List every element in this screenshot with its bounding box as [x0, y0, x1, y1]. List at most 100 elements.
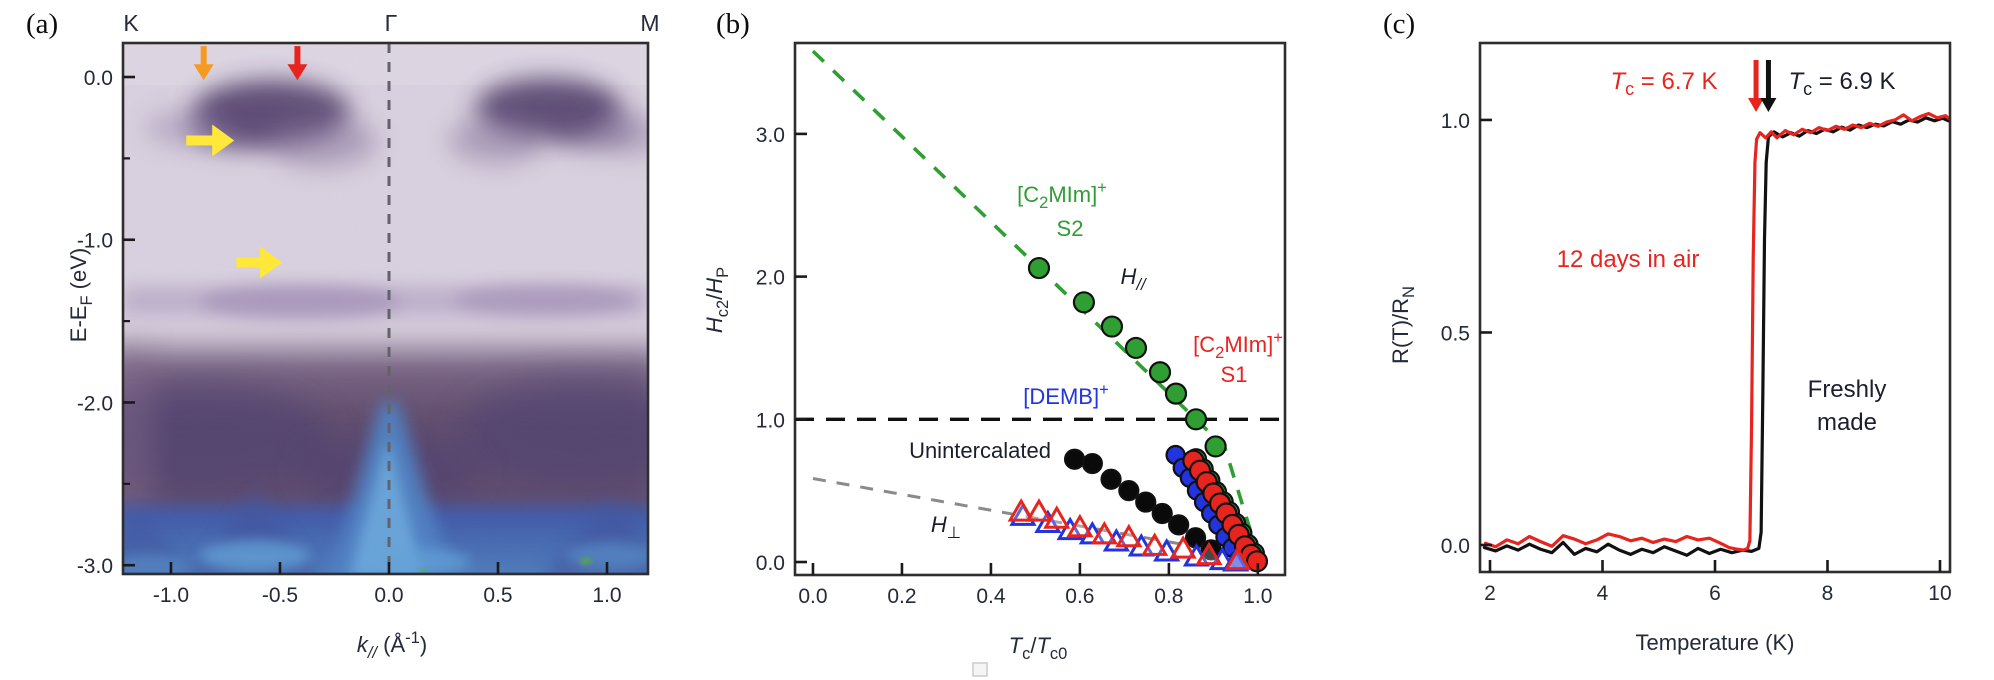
x-tick-label: 6: [1709, 582, 1721, 605]
label-12-days-in-air: 12 days in air: [1557, 246, 1700, 273]
panel-b-frame: [793, 41, 1287, 577]
y-tick-label: 1.0: [756, 409, 785, 432]
data-point-unintercalated: [1135, 491, 1157, 513]
label-made: made: [1817, 409, 1877, 436]
y-tick-label: -2.0: [77, 392, 113, 415]
panel-a-ticks: -1.0 -0.5 0.0 0.5 1.0 0.0 -1.0 -2.0 -3.0: [77, 67, 622, 607]
panel-c-ticks: 2 4 6 8 10 0.0 0.5 1.0: [1441, 110, 1952, 605]
panel-c-xlabel: Temperature (K): [1636, 630, 1795, 655]
y-tick-label: 0.0: [84, 67, 113, 90]
panel-a-letter: (a): [26, 8, 58, 40]
panel-c-ylabel: R(T)/RN: [1388, 286, 1418, 364]
panel-b-ylabel: Hc2/HP: [702, 267, 732, 333]
label-unintercalated: Unintercalated: [909, 438, 1051, 463]
data-point-unintercalated: [1100, 468, 1122, 490]
data-point-hperp_red: [1224, 546, 1252, 571]
x-tick-label: 4: [1597, 582, 1609, 605]
arrow-head: [1760, 98, 1777, 112]
hperp-trend-line: [812, 477, 1259, 560]
y-tick-label: 0.0: [756, 552, 785, 575]
s2-trend-line: [811, 49, 1262, 563]
panel-c-frame: [1478, 41, 1952, 574]
x-tick-label: -0.5: [262, 584, 298, 607]
x-tick-label: 0.0: [798, 585, 827, 608]
x-tick-label: 0.5: [483, 584, 512, 607]
panel-c-curves: [1482, 111, 1951, 557]
panel-c-tc-arrows: [1748, 60, 1777, 112]
label-h-parallel: H//: [1120, 264, 1146, 294]
label-tc-black: Tc = 6.9 K: [1788, 68, 1895, 99]
arrow-head: [193, 64, 214, 81]
panel-a-annotation-arrows: [186, 46, 308, 279]
label-h-perp: H⊥: [931, 512, 961, 542]
y-tick-label: 3.0: [756, 124, 785, 147]
x-tick-label: 1.0: [1243, 585, 1272, 608]
y-tick-label: -3.0: [77, 555, 113, 578]
y-tick-label: 0.5: [1441, 322, 1470, 345]
panel-b-letter: (b): [716, 8, 750, 40]
label-demb: [DEMB]+: [1023, 381, 1108, 409]
data-point-s2_main: [1204, 435, 1227, 458]
data-point-unintercalated: [1118, 480, 1140, 502]
kpoint-M: M: [640, 10, 659, 36]
panel-b-data-series: [1007, 256, 1269, 573]
arrow-head: [287, 64, 308, 81]
data-point-hperp_red: [1115, 523, 1143, 548]
data-point-s2_main: [1072, 291, 1096, 314]
x-tick-label: 8: [1822, 582, 1834, 605]
label-tc-red: Tc = 6.7 K: [1610, 68, 1717, 99]
label-freshly: Freshly: [1808, 376, 1887, 403]
data-point-hperp_red: [1090, 520, 1118, 545]
arrow-head: [1748, 98, 1765, 112]
y-tick-label: 2.0: [756, 267, 785, 290]
panel-b: 0.0 0.2 0.4 0.6 0.8 1.0 0.0 1.0 2.0 3.0 (b) Hc2/H…: [702, 8, 1287, 677]
data-point-hperp_red: [1195, 541, 1223, 566]
x-tick-label: 0.6: [1065, 585, 1094, 608]
arrow-head: [212, 124, 235, 157]
data-point-s2_main: [1124, 336, 1148, 360]
panel-c: 2 4 6 8 10 0.0 0.5 1.0 (c) R(T)/RN Temperature …: [1383, 8, 1952, 655]
data-point-unintercalated: [1168, 514, 1190, 536]
x-tick-label: 0.2: [887, 585, 916, 608]
y-tick-label: -1.0: [77, 230, 113, 253]
data-point-unintercalated: [1063, 448, 1086, 470]
data-point-hperp_red: [1025, 498, 1053, 522]
y-tick-label: 0.0: [1441, 535, 1470, 558]
data-point-hperp_red: [1066, 513, 1094, 538]
data-point-unintercalated: [1151, 502, 1173, 525]
data-point-unintercalated: [1081, 452, 1103, 475]
data-point-s2_main: [1164, 382, 1188, 405]
x-tick-label: 2: [1484, 582, 1496, 605]
panel-b-xlabel: Tc/Tc0: [1009, 633, 1068, 663]
kpoint-Gamma: Γ: [385, 10, 398, 36]
x-tick-label: 0.4: [976, 585, 1006, 608]
kpoint-K: K: [123, 10, 139, 36]
artifact-square: [972, 662, 988, 677]
data-point-s2_main: [1148, 361, 1172, 384]
curve-fresh: [1482, 116, 1951, 557]
arpes-colormap: [123, 43, 648, 574]
panel-c-letter: (c): [1383, 8, 1415, 40]
panel-a: -1.0 -0.5 0.0 0.5 1.0 0.0 -1.0 -2.0 -3.0 (a) K Γ…: [26, 8, 660, 662]
curve-aged: [1483, 111, 1951, 552]
label-s1: S1: [1221, 362, 1248, 387]
data-point-hperp_red: [1007, 498, 1035, 522]
x-tick-label: 1.0: [592, 584, 621, 607]
y-tick-label: 1.0: [1441, 110, 1470, 133]
label-c2mim-s1: [C2MIm]+: [1193, 329, 1283, 362]
label-s2: S2: [1057, 216, 1084, 241]
arrow-head: [260, 246, 283, 279]
x-tick-label: 0.8: [1154, 585, 1183, 608]
panel-a-xlabel: k// (Å-1): [357, 629, 427, 662]
data-point-hperp_red: [1043, 505, 1071, 529]
data-point-hperp_blue: [1056, 516, 1084, 541]
data-point-hperp_red: [1169, 535, 1197, 559]
x-tick-label: 0.0: [374, 584, 403, 607]
data-point-hperp_red: [1141, 532, 1169, 556]
x-tick-label: 10: [1928, 582, 1951, 605]
panel-a-ylabel: E-EF (eV): [66, 248, 96, 342]
label-c2mim-s2: [C2MIm]+: [1017, 179, 1107, 212]
data-point-s2_main: [1184, 408, 1208, 431]
